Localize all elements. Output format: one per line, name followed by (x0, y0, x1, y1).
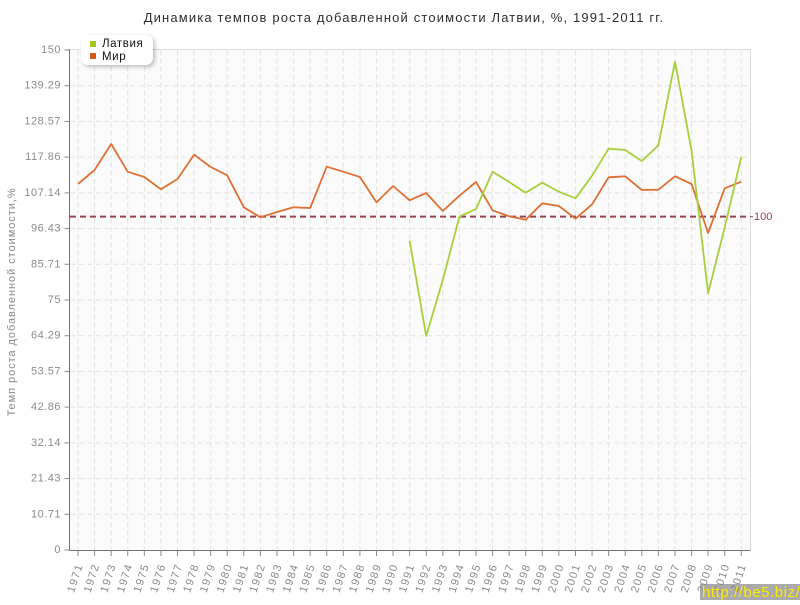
svg-text:85.71: 85.71 (31, 258, 61, 270)
svg-text:Темп роста добавленной стоимос: Темп роста добавленной стоимости,% (6, 187, 18, 416)
svg-text:150: 150 (41, 44, 61, 56)
svg-text:96.43: 96.43 (31, 223, 61, 235)
svg-text:0: 0 (54, 544, 61, 556)
svg-text:64.29: 64.29 (31, 330, 61, 342)
svg-text:21.43: 21.43 (31, 473, 61, 485)
svg-text:42.86: 42.86 (31, 401, 61, 413)
svg-text:32.14: 32.14 (31, 437, 61, 449)
svg-text:75: 75 (48, 294, 61, 306)
svg-text:Динамика темпов роста добавлен: Динамика темпов роста добавленной стоимо… (144, 10, 665, 25)
svg-text:107.14: 107.14 (24, 187, 61, 199)
svg-text:139.29: 139.29 (24, 80, 61, 92)
svg-text:117.86: 117.86 (25, 151, 61, 163)
svg-text:100: 100 (754, 211, 772, 223)
svg-text:128.57: 128.57 (24, 115, 61, 127)
svg-text:10.71: 10.71 (31, 508, 61, 520)
svg-text:53.57: 53.57 (31, 365, 61, 377)
